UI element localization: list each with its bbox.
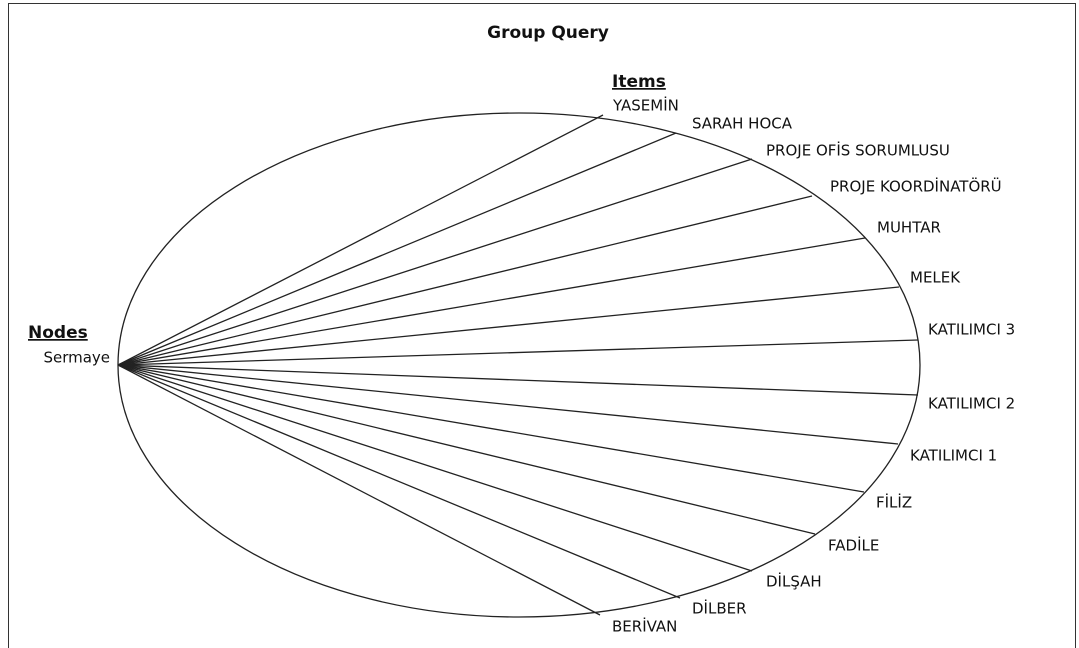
item-label: YASEMİN: [612, 96, 679, 115]
edge: [117, 364, 601, 616]
edge: [117, 339, 919, 366]
item-label: FADİLE: [828, 536, 879, 555]
edge: [117, 364, 899, 445]
edge: [117, 195, 813, 366]
edge: [117, 132, 677, 366]
edge: [117, 158, 753, 366]
item-label: KATILIMCI 1: [910, 447, 997, 465]
item-label: KATILIMCI 2: [928, 395, 1015, 413]
edge: [117, 114, 604, 366]
edge: [117, 364, 681, 599]
items-header: Items: [612, 72, 666, 92]
title: Group Query: [487, 23, 609, 43]
item-label: DİLŞAH: [766, 572, 822, 591]
item-label: PROJE OFİS SORUMLUSU: [766, 141, 950, 160]
item-label: KATILIMCI 3: [928, 321, 1015, 339]
frame: [8, 3, 1076, 648]
edges: YASEMİN SARAH HOCA PROJE OFİS SORUMLUSU PRO…: [117, 96, 1015, 636]
item-label: MELEK: [910, 269, 961, 287]
edge: [117, 237, 866, 366]
edge: [117, 364, 816, 535]
item-label: MUHTAR: [877, 219, 941, 237]
item-label: PROJE KOORDİNATÖRÜ: [830, 177, 1002, 196]
item-label: SARAH HOCA: [692, 115, 793, 133]
edge: [117, 286, 900, 366]
ellipse: [117, 112, 921, 618]
item-label: FİLİZ: [876, 493, 912, 512]
edge: [117, 364, 753, 572]
edge: [117, 364, 865, 493]
item-label: BERİVAN: [612, 617, 677, 636]
node-label: Sermaye: [43, 349, 110, 367]
edge: [117, 364, 919, 396]
nodes-header: Nodes: [28, 323, 88, 343]
item-label: DİLBER: [692, 599, 747, 618]
